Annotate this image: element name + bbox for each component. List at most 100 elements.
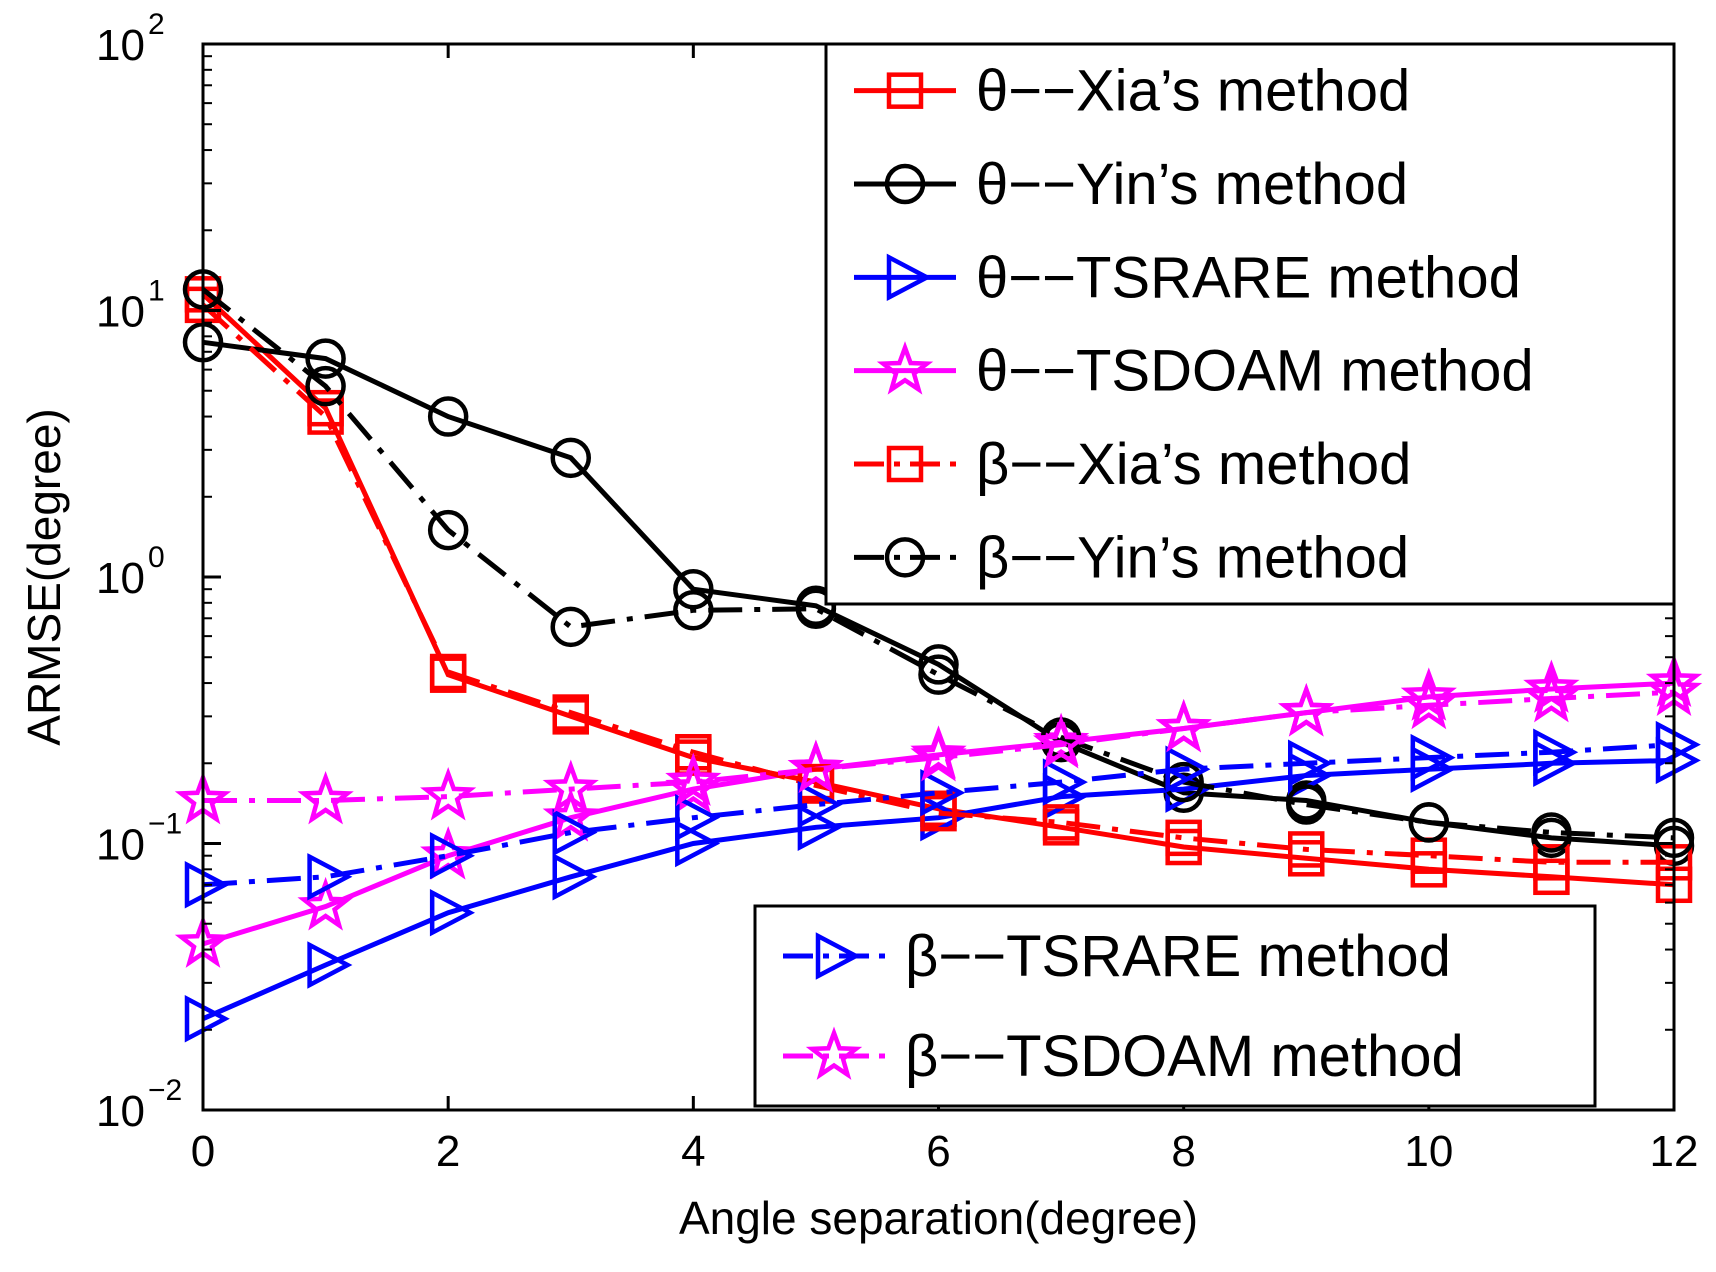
legend-label: β−−TSDOAM method [905, 1024, 1464, 1089]
legend-entry: θ−−Yin’s method [854, 152, 1408, 217]
legend-entry: θ−−Xia’s method [854, 59, 1410, 124]
data-point [673, 568, 714, 610]
data-point [297, 770, 354, 825]
data-point [427, 396, 469, 437]
x-tick-label: 0 [191, 1127, 215, 1176]
legend-entry: β−−Yin’s method [854, 525, 1409, 590]
legend-marker [815, 932, 861, 980]
legend-entry: β−−Xia’s method [854, 432, 1411, 497]
data-point [552, 808, 598, 857]
y-tick-base: 10 [96, 821, 145, 870]
legend-label: θ−−Xia’s method [976, 59, 1410, 124]
x-tick-label: 4 [681, 1127, 705, 1176]
legend-entry: β−−TSRARE method [783, 924, 1451, 989]
y-tick-exponent: −1 [148, 808, 182, 841]
data-point [184, 995, 230, 1043]
legend-marker [884, 537, 926, 578]
legend-label: β−−TSRARE method [905, 924, 1451, 989]
data-point [1531, 812, 1572, 853]
data-point [305, 365, 346, 407]
legend-entry: β−−TSDOAM method [783, 1024, 1464, 1089]
legend-marker [876, 341, 934, 395]
x-tick-label: 12 [1650, 1127, 1699, 1176]
y-tick-exponent: 2 [148, 8, 165, 41]
data-point [552, 853, 598, 901]
series-line [202, 339, 1675, 849]
x-tick-label: 10 [1404, 1127, 1453, 1176]
y-tick-label: 10 −2 [96, 1074, 182, 1136]
legend-bottom-right: β−−TSRARE method β−−TSDOAM method [753, 904, 1597, 1108]
legends: θ−−Xia’s method θ−−Yin’s method θ−−TSRARE … [753, 42, 1676, 1108]
data-point [1533, 728, 1579, 776]
series-4 [184, 286, 1693, 881]
data-point [1410, 733, 1456, 782]
series-line [203, 689, 1675, 803]
data-point [1042, 804, 1080, 841]
series-6 [184, 720, 1701, 909]
data-point [1523, 668, 1580, 723]
data-point [1408, 802, 1450, 843]
data-point [427, 509, 469, 551]
y-tick-base: 10 [96, 1087, 145, 1136]
data-point [918, 654, 959, 695]
series-line [201, 292, 1675, 888]
legend-box [753, 904, 1597, 1108]
x-tick-label: 6 [926, 1127, 950, 1176]
series-7 [174, 662, 1703, 825]
y-tick-exponent: −2 [148, 1074, 182, 1107]
data-point [797, 803, 843, 852]
legend-label: β−−Yin’s method [976, 525, 1409, 590]
data-point [1032, 715, 1090, 769]
y-tick-base: 10 [96, 288, 145, 337]
series-line [201, 287, 1675, 841]
data-point [1286, 784, 1327, 825]
legend-label: β−−Xia’s method [976, 432, 1411, 497]
data-point [542, 759, 599, 814]
legend-top-right: θ−−Xia’s method θ−−Yin’s method θ−−TSRARE … [824, 42, 1676, 606]
y-tick-base: 10 [96, 554, 145, 603]
data-point [673, 590, 714, 631]
data-point [552, 694, 589, 731]
data-point [910, 728, 967, 782]
series-line [202, 680, 1675, 947]
data-point [305, 338, 346, 379]
legend-entry: θ−−TSDOAM method [854, 339, 1534, 404]
data-point [429, 831, 475, 880]
data-point [1278, 683, 1335, 737]
data-point [429, 888, 475, 937]
data-point [787, 739, 845, 794]
data-point [550, 606, 591, 648]
legend-label: θ−−TSRARE method [976, 245, 1521, 310]
y-tick-label: 10 1 [96, 275, 165, 337]
legend-marker [805, 1026, 863, 1080]
y-tick-base: 10 [96, 21, 145, 70]
data-point [307, 398, 344, 435]
y-tick-exponent: 0 [148, 541, 165, 574]
legend-marker [884, 163, 926, 205]
data-point [675, 733, 712, 771]
y-tick-label: 10 2 [96, 8, 165, 70]
series-line [201, 303, 1674, 865]
data-point [1155, 698, 1212, 753]
data-point [795, 588, 837, 630]
y-tick-label: 10 0 [96, 541, 165, 603]
series-layer [174, 269, 1703, 1043]
data-point [1165, 745, 1211, 793]
data-point [1042, 758, 1088, 806]
series-line [202, 742, 1675, 888]
data-point [307, 941, 353, 989]
data-point [429, 653, 467, 691]
y-axis-label: ARMSE(degree) [18, 408, 70, 745]
data-point [550, 437, 591, 479]
y-tick-exponent: 1 [148, 275, 165, 308]
data-point [307, 853, 353, 901]
legend-label: θ−−TSDOAM method [976, 339, 1534, 404]
data-point [920, 769, 966, 817]
x-axis-label: Angle separation(degree) [679, 1192, 1198, 1244]
legend-label: θ−−Yin’s method [976, 152, 1408, 217]
data-point [675, 793, 721, 842]
data-point [797, 780, 843, 829]
legend-marker [886, 253, 932, 302]
